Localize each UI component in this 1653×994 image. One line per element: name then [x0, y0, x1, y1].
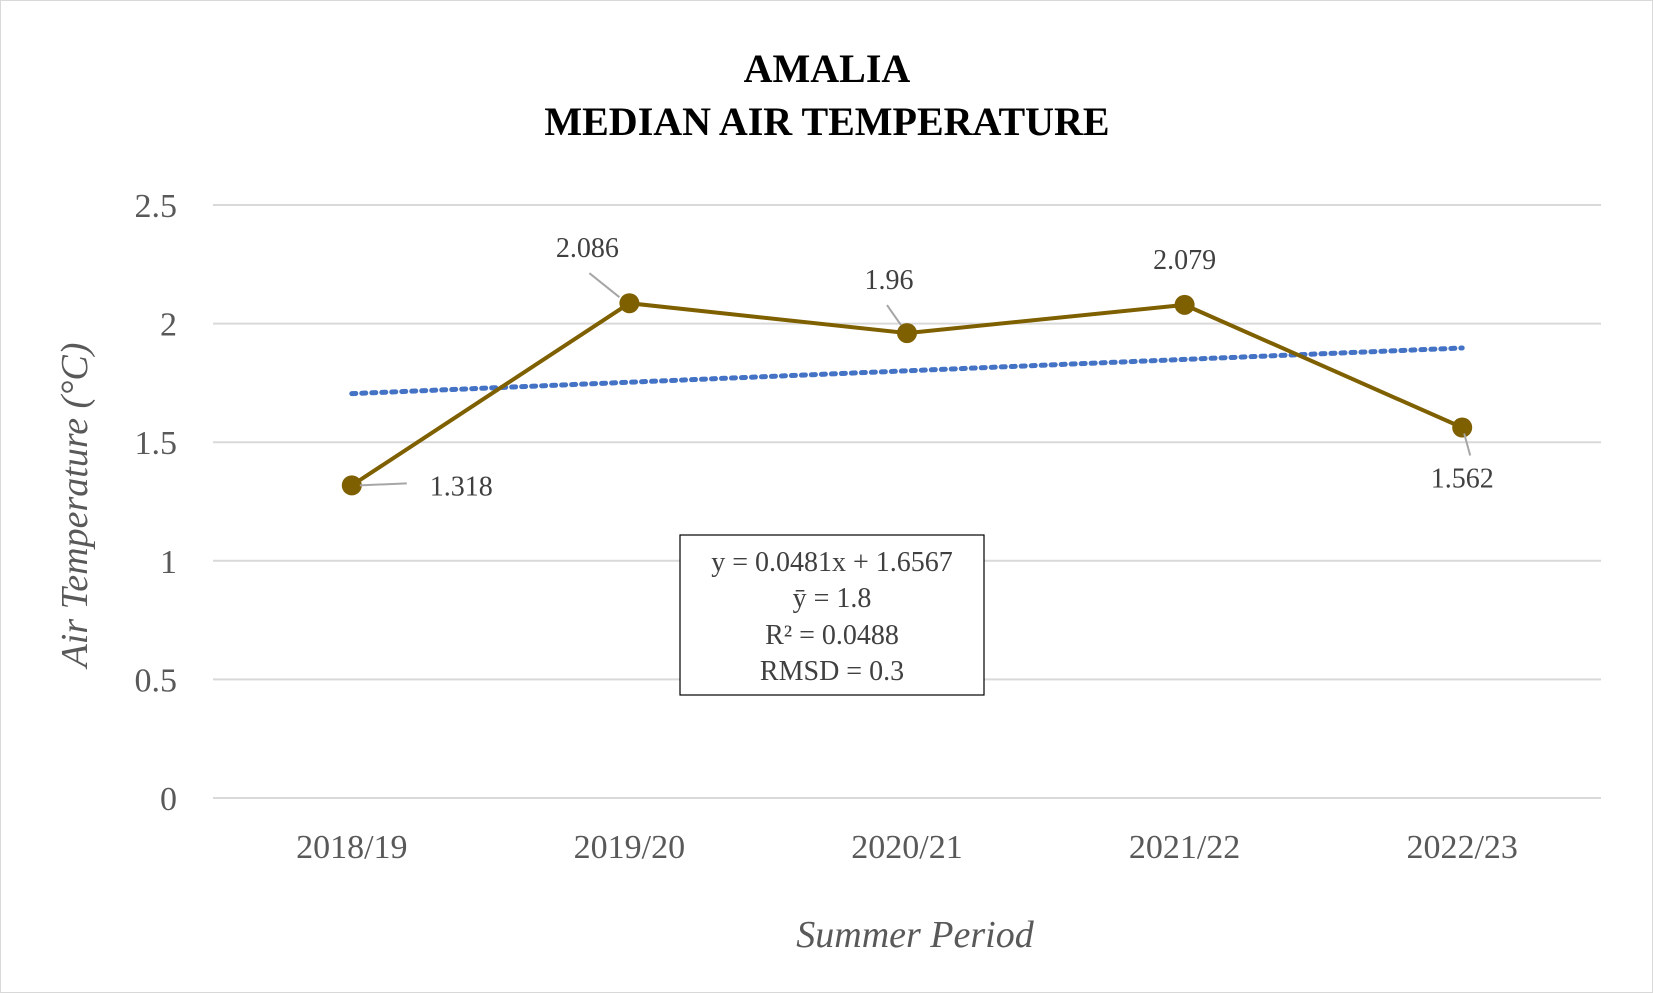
y-tick-label-0: 0: [160, 781, 177, 818]
data-label-1: 2.086: [556, 233, 619, 264]
data-label-0: 1.318: [430, 471, 493, 502]
data-label-leader-2: [886, 304, 902, 326]
y-tick-label-4: 2: [160, 307, 177, 344]
equation-box: y = 0.0481x + 1.6567 ȳ = 1.8 R² = 0.0488…: [679, 534, 985, 696]
mean-line: ȳ = 1.8: [793, 583, 872, 614]
data-label-3: 2.079: [1153, 245, 1216, 276]
trendline-layer: [349, 345, 1465, 397]
data-label-leader-4: [1463, 433, 1472, 456]
chart-title-line-2: MEDIAN AIR TEMPERATURE: [544, 99, 1109, 144]
x-tick-label-2: 2020/21: [851, 829, 962, 866]
data-point-2: [897, 323, 917, 344]
equation-line: y = 0.0481x + 1.6567: [711, 547, 953, 578]
x-tick-label-0: 2018/19: [296, 829, 407, 866]
data-point-1: [619, 293, 640, 314]
data-labels: 1.318 2.086 1.96 2.079 1.562: [359, 233, 1494, 502]
x-axis-title: Summer Period: [796, 914, 1034, 956]
x-tick-label-3: 2021/22: [1129, 829, 1240, 866]
x-axis-ticks: 2018/19 2019/20 2020/21 2021/22 2022/23: [296, 829, 1518, 866]
data-point-0: [341, 475, 362, 496]
data-point-4: [1452, 417, 1473, 438]
rmsd-line: RMSD = 0.3: [760, 656, 904, 687]
data-point-3: [1174, 294, 1195, 315]
r-squared-line: R² = 0.0488: [765, 620, 899, 651]
data-label-leader-0: [359, 482, 407, 487]
linear-trendline: [349, 345, 1465, 397]
series-layer: [341, 293, 1473, 496]
chart-title-line-1: AMALIA: [744, 46, 911, 91]
data-label-leader-1: [588, 272, 621, 298]
data-label-2: 1.96: [865, 265, 914, 296]
x-tick-label-4: 2022/23: [1406, 829, 1517, 866]
x-tick-label-1: 2019/20: [574, 829, 685, 866]
y-axis-title: Air Temperature (°C): [54, 343, 96, 671]
y-tick-label-1: 0.5: [135, 662, 178, 699]
y-axis-ticks: 0 0.5 1 1.5 2 2.5: [135, 188, 178, 818]
y-tick-label-2: 1: [160, 544, 177, 581]
equation-box-border: [679, 534, 985, 696]
y-tick-label-5: 2.5: [135, 188, 178, 225]
data-label-4: 1.562: [1431, 463, 1494, 494]
y-tick-label-3: 1.5: [135, 425, 178, 462]
